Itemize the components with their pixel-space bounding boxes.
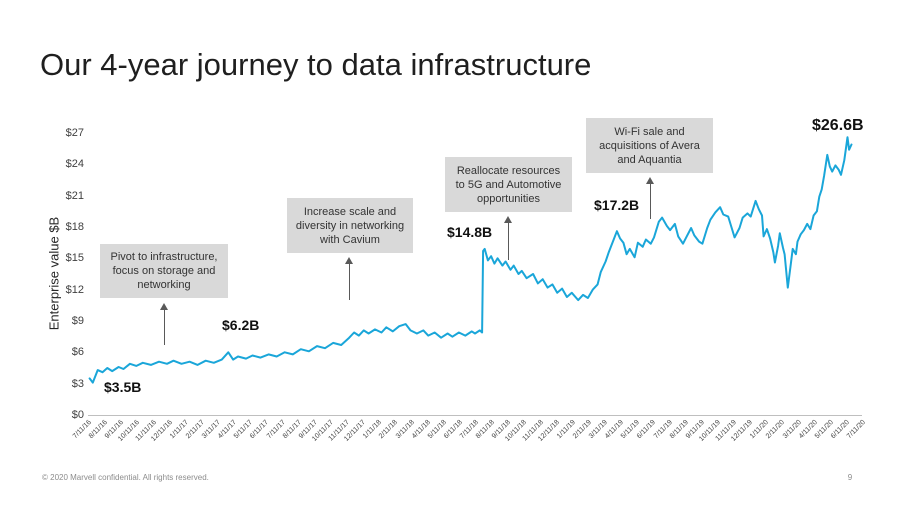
y-axis-tick-label: $21 [65,189,84,202]
arrow-head-icon [646,177,654,184]
y-axis-tick-label: $18 [65,221,84,233]
value-label-14-8b: $14.8B [447,224,493,240]
arrow-shaft [164,309,165,345]
callout-wifi-avera-aquantia: Wi-Fi sale and acquisitions of Avera and… [586,118,713,173]
page-number: 9 [847,473,853,482]
arrow-head-icon [345,257,353,264]
arrow-shaft [349,263,350,300]
arrow-head-icon [504,216,512,223]
y-axis-tick-label: $6 [71,346,84,359]
value-label-26-6b: $26.6B [812,117,864,134]
arrow-shaft [650,183,651,219]
callout-5g-automotive: Reallocate resources to 5G and Automotiv… [445,157,572,212]
arrow-shaft [508,222,509,260]
y-axis-tick-label: $27 [65,127,84,139]
value-label-3-5b: $3.5B [104,379,142,395]
plot-area [88,133,862,416]
callout-cavium: Increase scale and diversity in networki… [287,198,413,253]
y-axis-title: Enterprise value $B [46,216,62,331]
y-axis-tick-label: $9 [71,315,84,327]
y-axis-tick-label: $12 [65,283,84,296]
arrow-head-icon [160,303,168,310]
footer-confidential-text: © 2020 Marvell confidential. All rights … [42,473,209,482]
page-title: Our 4-year journey to data infrastructur… [40,46,592,82]
arrow-up-icon [646,177,655,219]
value-label-6-2b: $6.2B [222,317,260,333]
y-axis-tick-label: $0 [71,409,84,421]
arrow-up-icon [345,257,354,300]
callout-pivot-infrastructure: Pivot to infrastructure, focus on storag… [100,244,228,298]
y-axis-tick-label: $3 [71,377,84,390]
arrow-up-icon [504,216,513,260]
line-chart-svg [88,136,853,384]
value-label-17-2b: $17.2B [594,197,640,213]
y-axis-tick-label: $24 [65,158,84,171]
arrow-up-icon [160,303,169,345]
y-axis-tick-label: $15 [65,252,84,265]
enterprise-value-line [88,136,853,384]
